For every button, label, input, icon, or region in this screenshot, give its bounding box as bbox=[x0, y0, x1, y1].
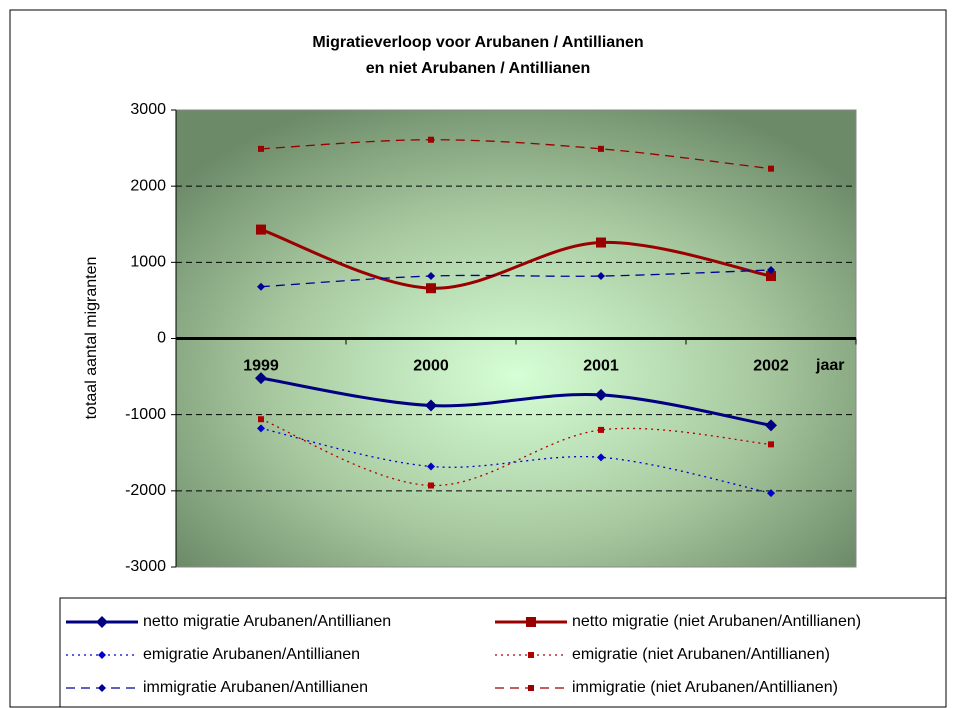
marker bbox=[768, 165, 774, 172]
marker bbox=[255, 372, 267, 385]
legend-marker bbox=[98, 651, 106, 659]
legend-label: emigratie (niet Arubanen/Antillianen) bbox=[572, 646, 830, 663]
y-axis-title: totaal aantal migranten bbox=[83, 257, 100, 420]
legend-label: netto migratie Arubanen/Antillianen bbox=[143, 613, 391, 630]
y-tick-label: 0 bbox=[157, 330, 166, 347]
marker bbox=[767, 265, 775, 274]
marker bbox=[597, 272, 605, 281]
legend-marker bbox=[528, 652, 534, 658]
legend-label: immigratie (niet Arubanen/Antillianen) bbox=[572, 679, 838, 696]
line bbox=[260, 228, 772, 290]
line bbox=[260, 427, 772, 494]
marker bbox=[596, 237, 606, 248]
legend-marker bbox=[526, 617, 536, 627]
x-tick-label: 2002 bbox=[753, 358, 789, 375]
legend-marker bbox=[528, 685, 534, 691]
marker bbox=[257, 282, 265, 291]
marker bbox=[766, 271, 776, 282]
chart-title: Migratieverloop voor Arubanen / Antillia… bbox=[312, 34, 643, 51]
y-tick-label: 2000 bbox=[130, 177, 166, 194]
x-tick-label: 2001 bbox=[583, 358, 619, 375]
y-tick-label: -2000 bbox=[125, 482, 166, 499]
y-tick-label: -1000 bbox=[125, 406, 166, 423]
line bbox=[260, 139, 772, 170]
marker bbox=[765, 419, 777, 432]
marker bbox=[598, 426, 604, 433]
marker bbox=[428, 482, 434, 489]
marker bbox=[427, 272, 435, 281]
marker bbox=[427, 462, 435, 471]
legend bbox=[59, 597, 947, 708]
y-tick-label: 1000 bbox=[130, 254, 166, 271]
y-tick-label: -3000 bbox=[125, 558, 166, 575]
marker bbox=[598, 145, 604, 152]
legend-marker bbox=[98, 684, 106, 692]
marker bbox=[767, 489, 775, 498]
legend-label: netto migratie (niet Arubanen/Antilliane… bbox=[572, 613, 861, 630]
marker bbox=[768, 441, 774, 448]
marker bbox=[597, 453, 605, 462]
legend-marker bbox=[96, 616, 108, 628]
x-tick-label: 2000 bbox=[413, 358, 449, 375]
line bbox=[260, 269, 772, 288]
legend-label: emigratie Arubanen/Antillianen bbox=[143, 646, 360, 663]
x-tick-label: 1999 bbox=[243, 358, 279, 375]
x-axis-title: jaar bbox=[815, 357, 844, 374]
marker bbox=[258, 416, 264, 423]
legend-label: immigratie Arubanen/Antillianen bbox=[143, 679, 368, 696]
marker bbox=[256, 224, 266, 235]
y-tick-label: 3000 bbox=[130, 101, 166, 118]
marker bbox=[426, 283, 436, 294]
marker bbox=[257, 424, 265, 433]
line bbox=[260, 376, 772, 427]
marker bbox=[425, 399, 437, 412]
marker bbox=[428, 136, 434, 143]
chart-title: en niet Arubanen / Antillianen bbox=[366, 60, 591, 77]
marker bbox=[258, 145, 264, 152]
marker bbox=[595, 388, 607, 401]
